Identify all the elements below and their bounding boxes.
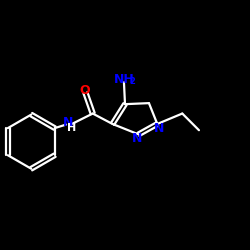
Text: N: N [62, 116, 73, 130]
Text: O: O [79, 84, 90, 97]
Text: N: N [132, 132, 143, 145]
Text: H: H [67, 123, 76, 133]
Text: NH: NH [114, 73, 135, 86]
Text: N: N [154, 122, 164, 135]
Text: 2: 2 [129, 77, 135, 86]
